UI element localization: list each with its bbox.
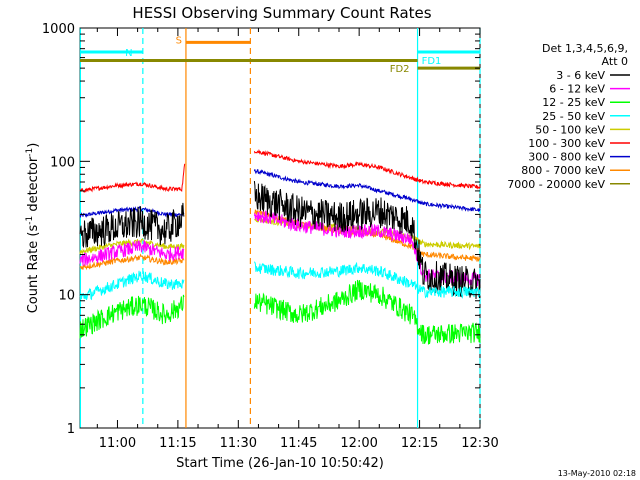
series-800-7000-kev-segment-1	[79, 253, 185, 271]
y-axis-label: Count Rate (s-1 detector-1)	[25, 143, 41, 314]
series-25-50-kev-segment-2	[253, 261, 481, 299]
series-3-6-kev-segment-2	[253, 181, 481, 300]
series-50-100-kev-segment-1	[79, 238, 185, 255]
legend-header-2: Att 0	[602, 55, 628, 68]
series-100-300-kev-segment-1	[79, 163, 186, 193]
flag-bars: N S FD1 FD2	[80, 35, 480, 75]
legend-header-1: Det 1,3,4,5,6,9,	[542, 42, 628, 55]
series-300-800-kev-segment-1	[79, 205, 185, 219]
y-label-end: )	[26, 143, 41, 148]
x-tick-label-4: 12:00	[340, 436, 377, 451]
legend-label-1: 6 - 12 keV	[549, 83, 605, 96]
flag-n-label: N	[125, 48, 132, 59]
x-tick-label-5: 12:15	[401, 436, 438, 451]
legend-label-7: 800 - 7000 keV	[521, 164, 605, 177]
time-markers	[79, 28, 481, 428]
x-axis-label: Start Time (26-Jan-10 10:50:42)	[176, 456, 384, 471]
chart-title: HESSI Observing Summary Count Rates	[132, 4, 431, 22]
series-lines	[79, 148, 481, 345]
x-tick-label-2: 11:30	[220, 436, 257, 451]
y-tick-label-0: 1	[67, 422, 75, 437]
footer-timestamp: 13-May-2010 02:18	[558, 469, 636, 478]
x-tick-label-0: 11:00	[99, 436, 136, 451]
series-25-50-kev-segment-1	[79, 270, 185, 301]
y-tick-label-3: 1000	[42, 22, 75, 37]
series-300-800-kev-segment-2	[253, 169, 481, 213]
y-label-mid: detector	[26, 156, 41, 216]
legend-label-8: 7000 - 20000 keV	[507, 178, 605, 191]
series-12-25-kev-segment-1	[79, 294, 185, 339]
y-tick-label-2: 100	[50, 155, 75, 170]
series-12-25-kev-segment-2	[253, 279, 481, 345]
x-tick-label-6: 12:30	[461, 436, 498, 451]
legend-label-0: 3 - 6 keV	[556, 69, 605, 82]
x-axis-ticks: 11:00 11:15 11:30 11:45 12:00 12:15 12:30	[96, 28, 499, 451]
y-label-main: Count Rate (s	[26, 225, 41, 314]
legend-label-5: 100 - 300 keV	[528, 137, 605, 150]
series-6-12-kev-segment-1	[79, 240, 185, 266]
series-3-6-kev-segment-1	[79, 202, 185, 249]
legend-label-4: 50 - 100 keV	[535, 123, 605, 136]
series-100-300-kev-segment-2	[253, 148, 481, 190]
x-tick-label-1: 11:15	[159, 436, 196, 451]
flag-s-label: S	[176, 35, 182, 46]
y-axis-ticks: 1 10 100 1000	[42, 22, 480, 437]
legend-label-6: 300 - 800 keV	[528, 151, 605, 164]
legend-label-2: 12 - 25 keV	[542, 96, 605, 109]
flag-fd1-label: FD1	[422, 56, 442, 67]
y-label-sup1: -1	[25, 216, 35, 225]
legend-label-3: 25 - 50 keV	[542, 110, 605, 123]
flag-fd2-label: FD2	[390, 64, 410, 75]
y-tick-label-1: 10	[58, 289, 75, 304]
y-label-sup2: -1	[25, 148, 35, 157]
x-tick-label-3: 11:45	[280, 436, 317, 451]
